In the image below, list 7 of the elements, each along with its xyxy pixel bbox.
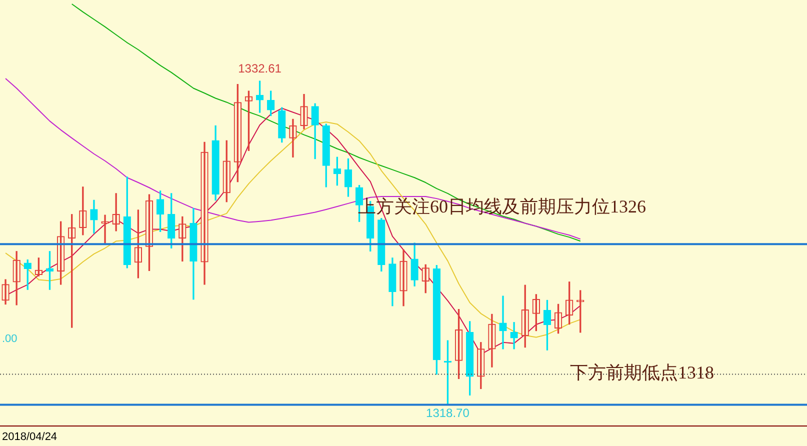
annotation: 1318.70 xyxy=(426,406,470,420)
annotation: 1332.61 xyxy=(238,61,282,76)
annotation: 下方前期低点1318 xyxy=(570,362,714,383)
candlestick xyxy=(576,290,584,333)
text: 2018/04/24 xyxy=(2,431,58,444)
candlestick xyxy=(101,214,109,244)
annotation: .00 xyxy=(2,333,18,346)
